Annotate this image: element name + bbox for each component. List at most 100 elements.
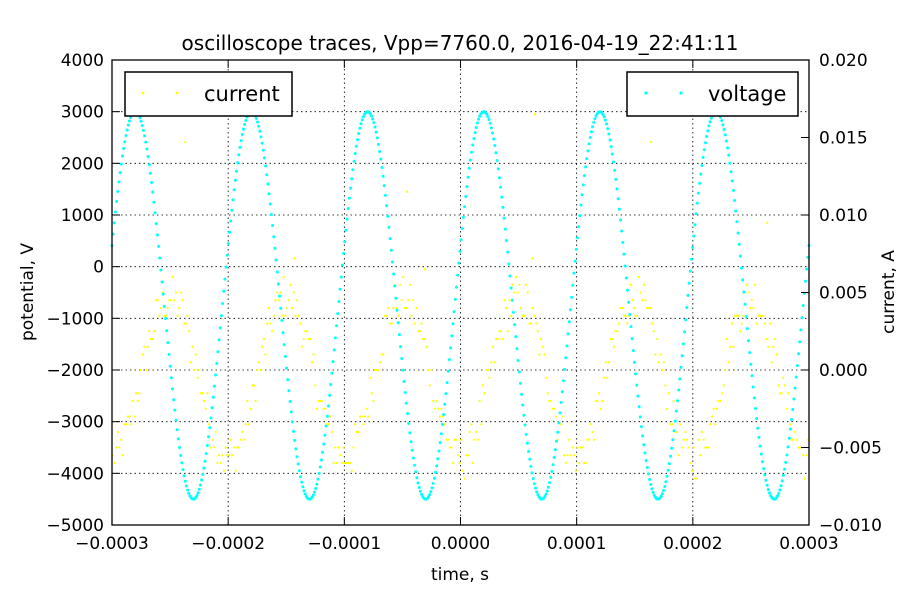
voltage-point <box>158 256 162 260</box>
x-tick-label: 0.0001 <box>547 534 606 554</box>
voltage-point <box>740 266 744 270</box>
current-point <box>256 368 259 372</box>
voltage-point <box>705 135 709 138</box>
voltage-point <box>202 466 206 470</box>
current-point <box>423 337 426 341</box>
voltage-point <box>741 278 745 282</box>
current-point <box>372 399 375 403</box>
current-outlier-point <box>423 268 426 271</box>
current-point <box>430 368 433 372</box>
voltage-point <box>703 141 707 145</box>
voltage-point <box>238 145 242 149</box>
voltage-point <box>492 137 496 141</box>
voltage-point <box>169 376 173 380</box>
voltage-point <box>125 128 129 132</box>
current-point <box>390 322 393 325</box>
current-point <box>403 306 407 310</box>
current-point <box>803 477 806 480</box>
current-point <box>790 438 793 441</box>
current-point <box>279 291 282 294</box>
voltage-point <box>318 465 322 469</box>
voltage-point <box>559 401 563 405</box>
voltage-point <box>487 118 491 121</box>
voltage-point <box>650 487 654 491</box>
voltage-point <box>420 492 424 496</box>
voltage-point <box>326 404 330 408</box>
voltage-point <box>159 268 163 272</box>
current-point <box>679 423 682 426</box>
voltage-point <box>454 285 458 289</box>
voltage-point <box>281 331 285 335</box>
voltage-point <box>286 378 290 382</box>
voltage-point <box>146 155 150 159</box>
voltage-point <box>504 239 508 243</box>
current-point <box>581 446 584 449</box>
voltage-point <box>212 384 216 388</box>
current-point <box>224 446 227 449</box>
voltage-point <box>509 286 513 290</box>
current-point <box>309 337 312 341</box>
voltage-point <box>578 214 582 218</box>
voltage-point <box>518 381 522 385</box>
voltage-point <box>208 426 212 430</box>
voltage-point <box>734 209 738 213</box>
voltage-point <box>414 470 418 474</box>
voltage-point <box>585 157 589 161</box>
current-outlier-point <box>533 113 536 116</box>
current-point <box>795 438 798 441</box>
voltage-point <box>392 272 396 276</box>
current-point <box>420 322 423 325</box>
current-point <box>528 322 531 325</box>
voltage-point <box>622 252 626 256</box>
current-point <box>448 446 451 449</box>
voltage-point <box>389 248 393 252</box>
current-outlier-point <box>405 190 409 193</box>
legend-voltage: voltage <box>626 71 799 117</box>
voltage-point <box>350 177 354 181</box>
voltage-point <box>606 127 610 131</box>
current-point <box>493 361 496 364</box>
current-point <box>252 384 255 387</box>
current-point <box>241 430 244 434</box>
current-point <box>651 322 654 325</box>
current-outlier-point <box>766 221 769 224</box>
current-point <box>607 361 611 364</box>
current-point <box>425 345 428 348</box>
voltage-point <box>112 221 116 225</box>
voltage-point <box>394 296 398 300</box>
current-point <box>207 423 211 426</box>
voltage-point <box>219 314 223 318</box>
voltage-point <box>401 368 405 372</box>
voltage-point <box>495 159 499 163</box>
current-point <box>460 438 463 441</box>
voltage-point <box>345 217 349 221</box>
current-point <box>481 384 484 387</box>
voltage-point <box>272 235 276 239</box>
y-tick-label: −1000 <box>46 309 104 329</box>
voltage-point <box>180 461 184 465</box>
voltage-point <box>561 379 565 383</box>
voltage-point <box>259 135 263 139</box>
voltage-point <box>615 187 619 191</box>
current-point <box>146 345 149 348</box>
voltage-point <box>527 450 531 454</box>
y2-tick-label: 0.000 <box>819 361 868 381</box>
voltage-point <box>634 372 638 376</box>
current-point <box>352 446 355 449</box>
voltage-point <box>501 205 505 209</box>
voltage-point <box>706 129 710 133</box>
voltage-point <box>416 481 420 485</box>
current-point <box>675 430 679 434</box>
current-point <box>116 430 119 434</box>
voltage-point <box>174 418 178 422</box>
current-point <box>141 353 144 356</box>
x-tick-label: −0.0001 <box>307 534 381 554</box>
current-point <box>760 314 763 317</box>
current-point <box>347 461 350 465</box>
voltage-point <box>361 115 365 119</box>
current-point <box>261 345 264 348</box>
voltage-point <box>472 137 476 141</box>
current-point <box>597 392 601 395</box>
voltage-point <box>614 177 618 181</box>
